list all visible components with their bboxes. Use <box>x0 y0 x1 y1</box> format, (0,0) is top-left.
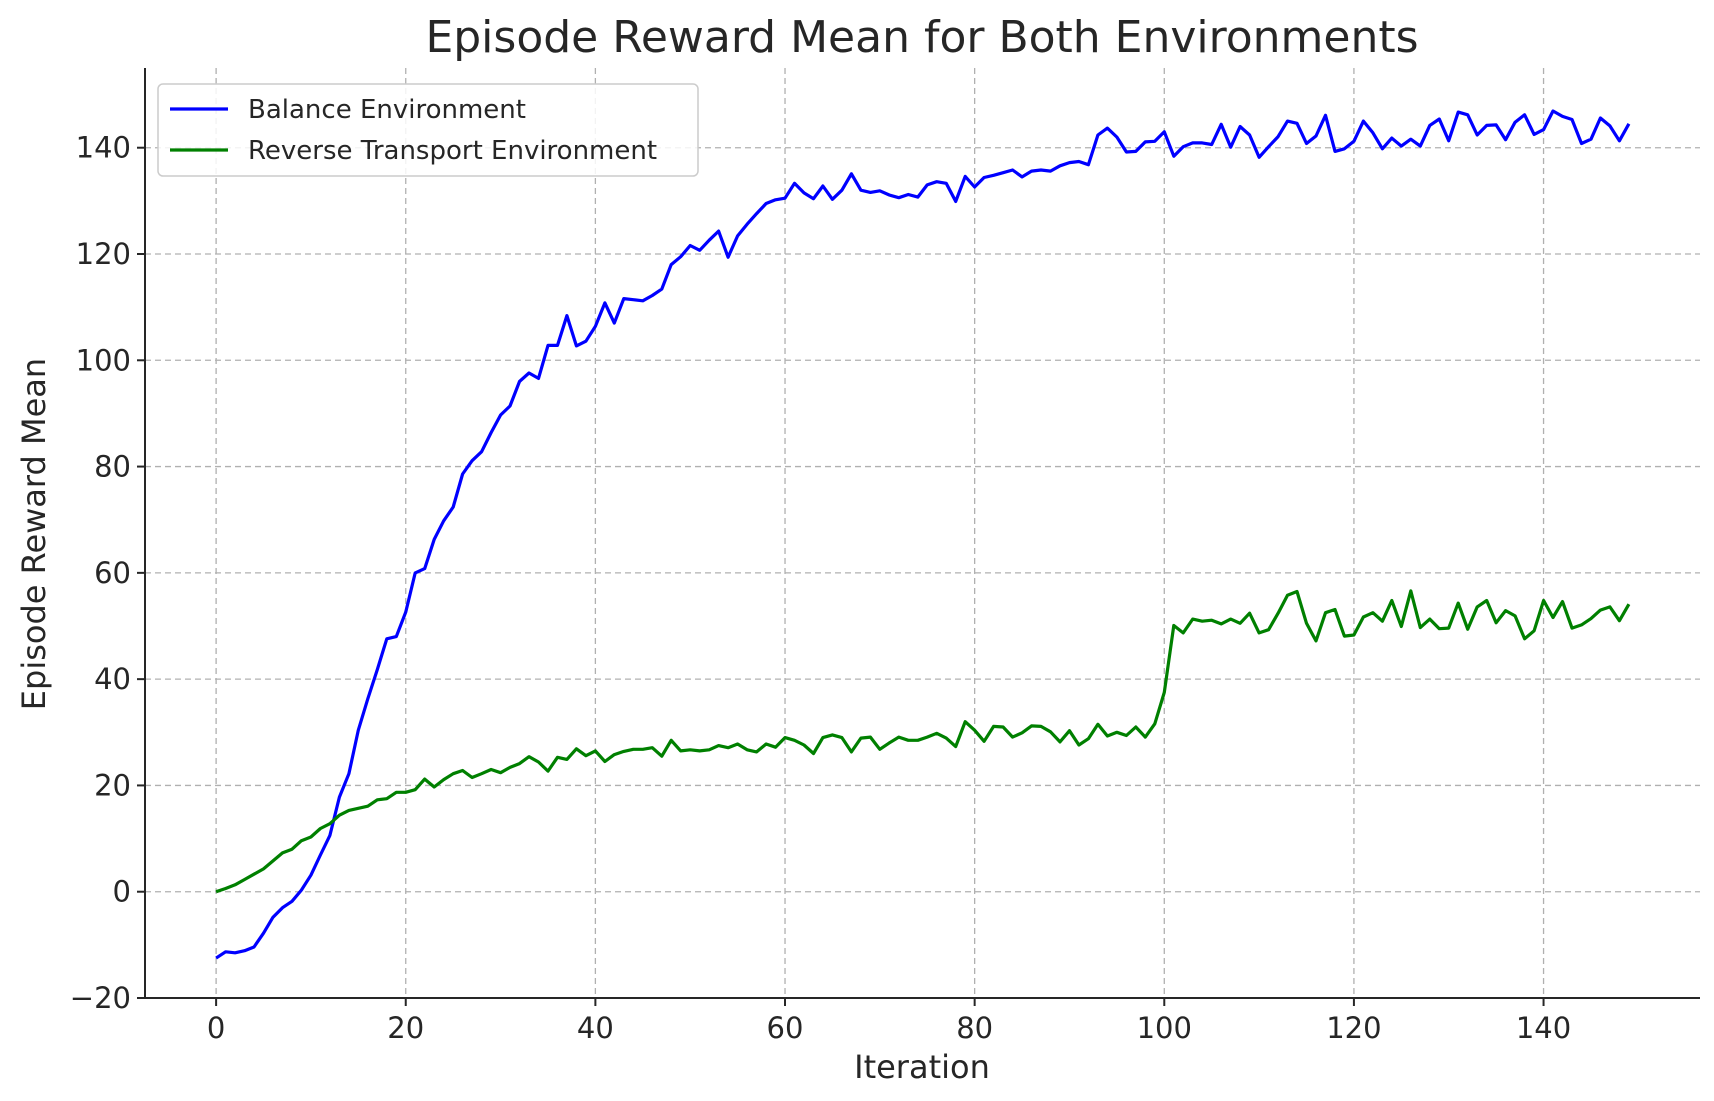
x-axis-label: Iteration <box>854 1048 990 1086</box>
chart-title: Episode Reward Mean for Both Environment… <box>425 12 1418 63</box>
y-tick-label: 80 <box>94 450 131 484</box>
y-axis-label: Episode Reward Mean <box>15 358 53 710</box>
x-tick-label: 40 <box>577 1011 614 1045</box>
y-tick-label: 120 <box>76 237 131 271</box>
x-tick-label: 120 <box>1326 1011 1381 1045</box>
legend: Balance Environment Reverse Transport Env… <box>157 83 699 177</box>
y-tick-label: 40 <box>94 662 131 696</box>
y-tick-label: 60 <box>94 556 131 590</box>
legend-label-2: Reverse Transport Environment <box>248 136 657 166</box>
series-line-1 <box>215 109 1631 960</box>
x-tick-label: 60 <box>767 1011 804 1045</box>
y-tick-label: 20 <box>94 768 131 802</box>
y-tick-label: 0 <box>113 875 131 909</box>
series-line-2 <box>215 589 1631 894</box>
x-tick-label: 0 <box>207 1011 225 1045</box>
series-lines <box>215 109 1631 960</box>
y-tick-label: −20 <box>70 981 131 1015</box>
y-tick-label: 140 <box>76 131 131 165</box>
x-tick-label: 80 <box>956 1011 993 1045</box>
legend-box <box>157 83 699 177</box>
legend-label-1: Balance Environment <box>248 95 526 125</box>
axes: 0 20 40 60 80 100 120 140 −20 0 20 40 60 80 100 120 140 <box>70 68 1700 1045</box>
x-tick-label: 100 <box>1137 1011 1192 1045</box>
x-tick-label: 20 <box>387 1011 424 1045</box>
y-tick-label: 100 <box>76 343 131 377</box>
x-tick-label: 140 <box>1516 1011 1571 1045</box>
